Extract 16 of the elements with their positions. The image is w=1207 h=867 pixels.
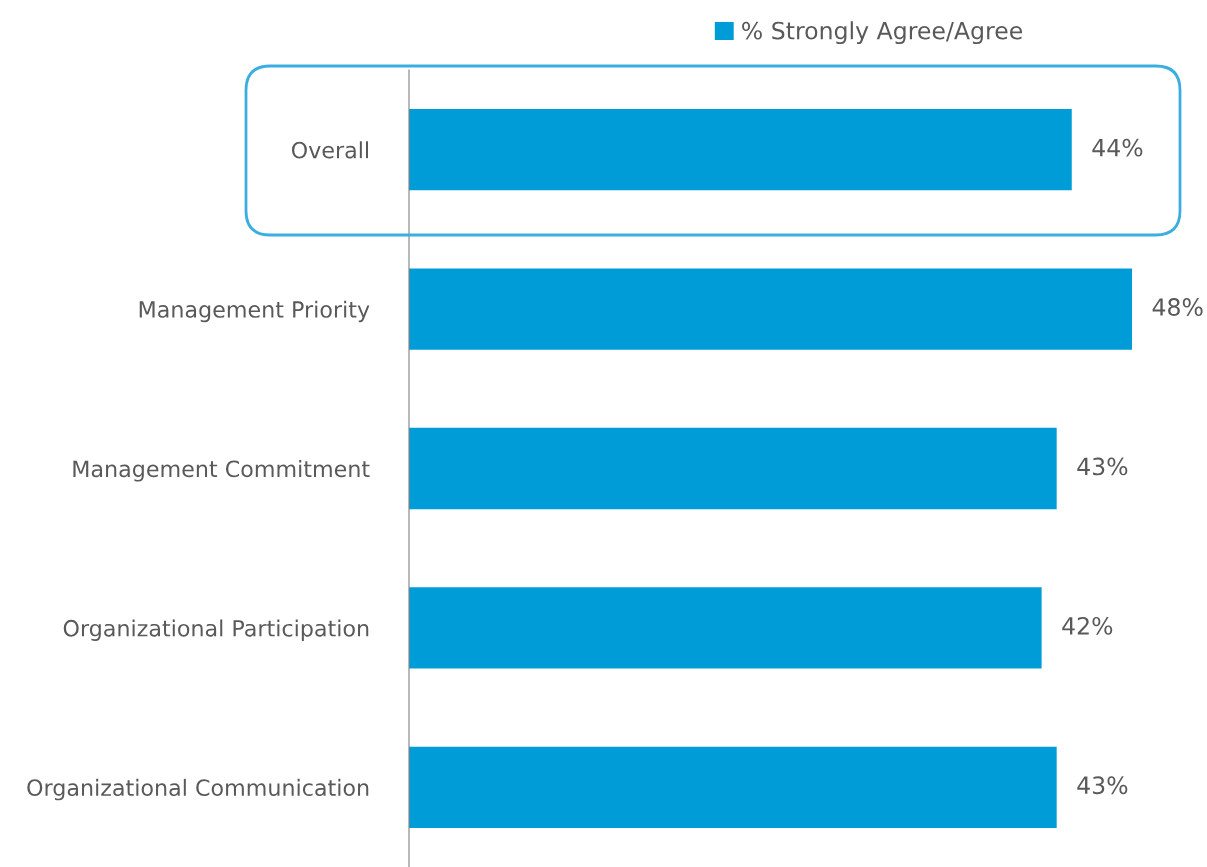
y-tick-label: Management Commitment xyxy=(73,460,370,482)
bar xyxy=(409,587,1042,669)
data-label: 43% xyxy=(1077,776,1128,795)
data-label: 42% xyxy=(1062,616,1113,635)
y-tick-label: Organizational Participation xyxy=(63,619,369,641)
bar xyxy=(409,746,1057,828)
y-tick-label: Overall xyxy=(291,141,369,159)
bar xyxy=(409,109,1072,191)
legend-label: % Strongly Agree/Agree xyxy=(742,21,1023,45)
bar xyxy=(409,427,1057,510)
data-label: 48% xyxy=(1152,298,1203,316)
bar xyxy=(409,268,1132,350)
data-label: 44% xyxy=(1092,138,1143,157)
data-label: 43% xyxy=(1077,457,1128,476)
y-tick-label: Management Priority xyxy=(139,300,370,323)
y-tick-label: Organizational Communication xyxy=(27,778,369,801)
